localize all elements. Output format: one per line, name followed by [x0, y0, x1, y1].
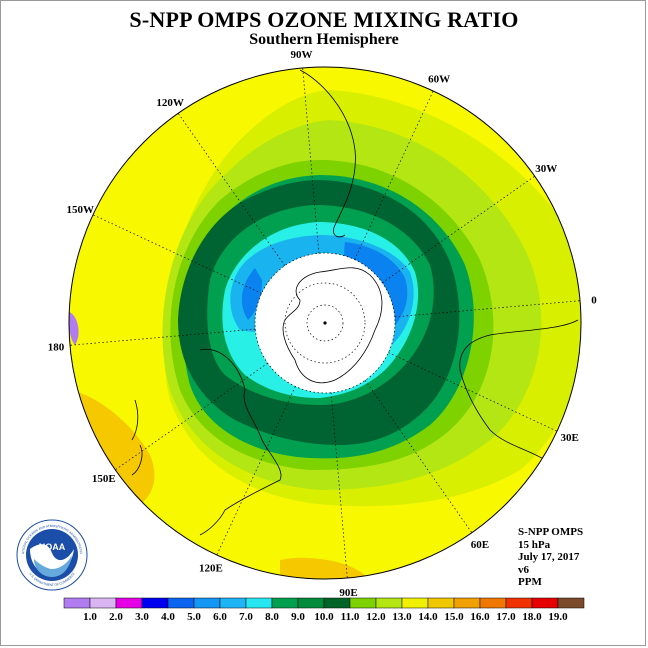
meridian-line [394, 300, 581, 318]
meridian-label: 90E [339, 587, 357, 599]
info-units: PPM [518, 576, 542, 588]
globe-outline [68, 66, 582, 580]
meridian-line [216, 386, 296, 556]
info-date: July 17, 2017 [518, 551, 580, 563]
ozone-band-5b [241, 268, 262, 320]
meridian-label: 150W [67, 204, 95, 216]
australia-coastline [199, 348, 282, 536]
meridian-line [177, 113, 286, 266]
meridian-line [115, 362, 268, 471]
meridian-lines [69, 67, 581, 579]
meridian-label: 60W [428, 73, 450, 85]
meridian-line [354, 90, 434, 260]
meridian-label: 30W [535, 163, 557, 175]
south-america-coastline [299, 69, 356, 238]
antarctica-coastline [282, 267, 383, 384]
ozone-band-15b [280, 557, 365, 579]
south-pole-marker [323, 321, 327, 325]
meridian-label: 90W [291, 49, 313, 61]
meridian-label: 30E [561, 432, 579, 444]
meridian-line [302, 67, 320, 254]
meridian-label: 120E [199, 563, 223, 575]
page-title: S-NPP OMPS OZONE MIXING RATIO [129, 7, 519, 32]
meridian-label: 60E [471, 539, 489, 551]
meridian-line [364, 380, 473, 533]
meridian-line [388, 352, 558, 432]
meridian-line [92, 214, 262, 294]
info-pressure-level: 15 hPa [518, 538, 551, 551]
info-instrument: S-NPP OMPS [518, 526, 584, 538]
ozone-band-1 [69, 312, 79, 345]
meridian-line [382, 175, 535, 284]
latitude-circles [254, 252, 396, 394]
logo-text: NOAA [39, 542, 66, 552]
new-zealand-coastline [131, 399, 143, 476]
meridian-label-group: 0 30E 60E 90E 120E 150E 180 150W 120W 90W 60W 30W [48, 49, 598, 599]
page-subtitle: Southern Hemisphere [249, 31, 399, 48]
info-version: v6 [518, 563, 529, 576]
meridian-line [69, 328, 256, 346]
meridian-label: 180 [48, 342, 65, 354]
meridian-label: 0 [591, 295, 597, 307]
data-info-block: S-NPP OMPS 15 hPa July 17, 2017 v6 PPM [518, 526, 583, 589]
meridian-line [330, 392, 348, 579]
noaa-logo: NOAA NATIONAL OCEANIC AND ATMOSPHERIC AD… [16, 519, 88, 591]
meridian-label: 150E [92, 473, 116, 485]
meridian-label: 120W [156, 97, 184, 109]
